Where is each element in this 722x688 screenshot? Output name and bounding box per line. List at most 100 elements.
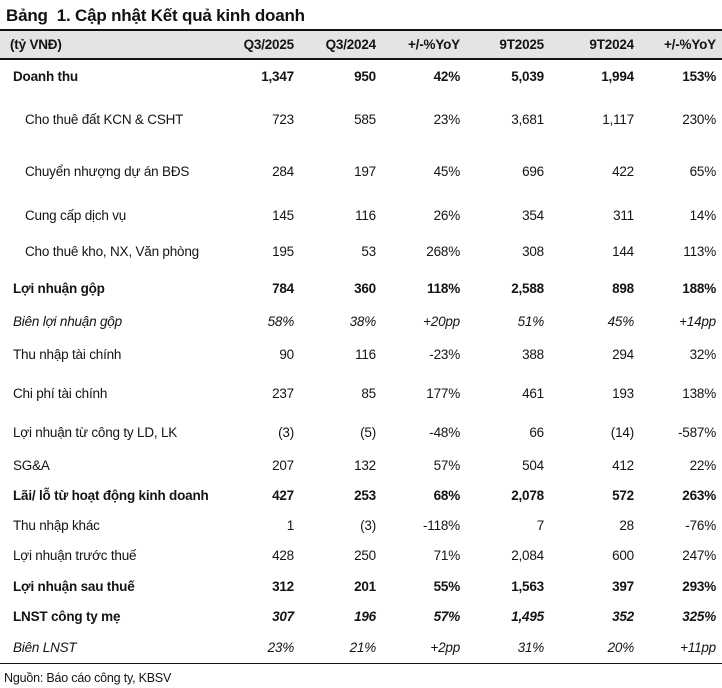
results-table: (tỷ VNĐ) Q3/2025 Q3/2024 +/-%YoY 9T2025 9T20…	[0, 29, 722, 664]
table-row: Lợi nhuận từ công ty LD, LK (3) (5) -48% 66 (…	[0, 414, 722, 450]
cell-value: 312	[272, 578, 294, 594]
column-header: Q3/2024	[300, 29, 382, 60]
cell-value: 132	[354, 457, 376, 473]
row-label: Chi phí tài chính	[13, 385, 108, 401]
cell-value: 784	[272, 280, 294, 296]
table-row: Lợi nhuận gộp 784 360 118% 2,588 898 188%	[0, 270, 722, 306]
cell-value: 600	[612, 548, 634, 563]
table-row: Thu nhập tài chính 90 116 -23% 388 294 32%	[0, 336, 722, 372]
cell-value: 31%	[466, 632, 550, 664]
cell-value: 325%	[682, 609, 716, 624]
table-row: Cho thuê kho, NX, Văn phòng 195 53 268% 308 1…	[0, 233, 722, 270]
table-header-row: (tỷ VNĐ) Q3/2025 Q3/2024 +/-%YoY 9T2025 9T20…	[0, 29, 722, 60]
cell-value: 68%	[433, 487, 461, 503]
cell-value: 230%	[682, 111, 716, 127]
cell-value: 23%	[433, 111, 461, 127]
table-row: Chi phí tài chính 237 85 177% 461 193 138%	[0, 372, 722, 414]
cell-value: 26%	[433, 207, 461, 223]
cell-value: 32%	[689, 346, 717, 362]
table-row: Lợi nhuận sau thuế 312 201 55% 1,563 397 293%	[0, 571, 722, 601]
cell-value: 14%	[689, 207, 717, 223]
cell-value: 360	[354, 280, 376, 296]
cell-value: 116	[355, 207, 376, 223]
cell-value: 1,117	[602, 111, 634, 127]
cell-value: -587%	[677, 424, 716, 440]
row-label: Doanh thu	[13, 69, 78, 84]
cell-value: 196	[354, 609, 376, 624]
row-label: Cung cấp dịch vụ	[25, 207, 127, 223]
cell-value: 696	[522, 163, 544, 179]
cell-value: 195	[272, 244, 294, 259]
cell-value: 177%	[426, 385, 460, 401]
cell-value: 153%	[682, 69, 716, 84]
row-label: Biên lợi nhuận gộp	[13, 313, 122, 329]
cell-value: 2,078	[511, 487, 544, 503]
cell-value: 3,681	[511, 111, 544, 127]
cell-value: 268%	[426, 244, 460, 259]
cell-value: 585	[354, 111, 376, 127]
cell-value: 1,347	[261, 69, 294, 84]
cell-value: 58%	[267, 313, 295, 329]
column-header: +/-%YoY	[640, 29, 722, 60]
cell-value: 1,495	[511, 609, 544, 624]
cell-value: 193	[612, 385, 634, 401]
row-label: Lợi nhuận trước thuế	[13, 548, 137, 563]
cell-value: 284	[272, 163, 294, 179]
cell-value: 422	[612, 163, 634, 179]
cell-value: 65%	[689, 163, 717, 179]
table-row: SG&A 207 132 57% 504 412 22%	[0, 450, 722, 480]
cell-value: 950	[354, 69, 376, 84]
cell-value: 23%	[228, 632, 300, 664]
cell-value: 723	[272, 111, 294, 127]
cell-value: 250	[354, 548, 376, 563]
cell-value: 397	[612, 578, 634, 594]
cell-value: 201	[354, 578, 376, 594]
cell-value: 5,039	[511, 69, 544, 84]
cell-value: 237	[272, 385, 294, 401]
cell-value: +2pp	[382, 632, 466, 664]
column-header: +/-%YoY	[382, 29, 466, 60]
cell-value: 145	[272, 207, 294, 223]
cell-value: 263%	[682, 487, 716, 503]
cell-value: 90	[279, 346, 294, 362]
cell-value: 354	[522, 207, 544, 223]
cell-value: 7	[536, 517, 545, 533]
row-label: Lãi/ lỗ từ hoạt động kinh doanh	[13, 487, 209, 503]
cell-value: 2,084	[511, 548, 544, 563]
cell-value: 51%	[517, 313, 545, 329]
table-row: Cung cấp dịch vụ 145 116 26% 354 311 14%	[0, 197, 722, 233]
table-row: LNST công ty mẹ 307 196 57% 1,495 352 325%	[0, 601, 722, 632]
cell-value: 207	[272, 457, 294, 473]
cell-value: 427	[272, 487, 294, 503]
cell-value: (3)	[360, 517, 376, 533]
unit-label: (tỷ VNĐ)	[0, 29, 228, 60]
cell-value: 42%	[433, 69, 461, 84]
table-row: Biên LNST 23% 21% +2pp 31% 20% +11pp	[0, 632, 722, 664]
cell-value: 118%	[427, 280, 460, 296]
cell-value: 352	[612, 609, 634, 624]
row-label: LNST công ty mẹ	[13, 609, 121, 624]
cell-value: -76%	[685, 517, 716, 533]
row-label: Lợi nhuận gộp	[13, 280, 105, 296]
cell-value: 412	[612, 457, 634, 473]
cell-value: 57%	[433, 457, 461, 473]
cell-value: 55%	[433, 578, 461, 594]
row-label: Cho thuê đất KCN & CSHT	[25, 111, 184, 127]
cell-value: 293%	[682, 578, 716, 594]
cell-value: 144	[612, 244, 634, 259]
cell-value: 898	[612, 280, 634, 296]
cell-value: 253	[354, 487, 376, 503]
cell-value: 1	[286, 517, 295, 533]
cell-value: 22%	[689, 457, 717, 473]
cell-value: +20pp	[423, 313, 460, 329]
cell-value: 28	[619, 517, 634, 533]
cell-value: -118%	[422, 517, 460, 533]
cell-value: +14pp	[679, 313, 716, 329]
cell-value: 20%	[550, 632, 640, 664]
cell-value: 1,994	[601, 69, 634, 84]
cell-value: 45%	[607, 313, 635, 329]
row-label: Thu nhập khác	[13, 517, 100, 533]
row-label: Thu nhập tài chính	[13, 346, 122, 362]
table-row: Doanh thu 1,347 950 42% 5,039 1,994 153%	[0, 59, 722, 93]
